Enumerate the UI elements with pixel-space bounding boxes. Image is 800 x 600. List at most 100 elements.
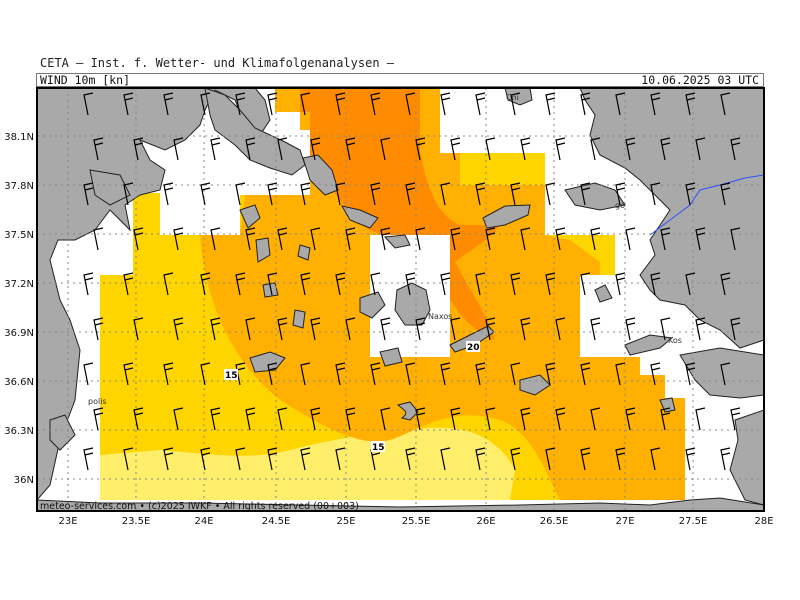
lon-tick-label: 28E xyxy=(754,516,773,527)
sifnos-island xyxy=(292,309,306,329)
wind-barb xyxy=(210,317,221,341)
wind-barb xyxy=(510,182,521,206)
wind-barb xyxy=(545,447,556,471)
wind-barb xyxy=(485,407,496,431)
wind-barb xyxy=(300,182,311,206)
wind-barb xyxy=(123,447,134,471)
wind-barb xyxy=(245,227,256,251)
wind-barb xyxy=(615,182,626,206)
wind-barb xyxy=(163,272,174,296)
wind-barb xyxy=(695,137,706,161)
place-label-go: go xyxy=(615,201,625,210)
naxos-island xyxy=(394,282,431,326)
wind-barb xyxy=(485,227,496,251)
national-border xyxy=(649,174,764,236)
wind-barb xyxy=(685,272,696,296)
wind-barb xyxy=(510,92,521,116)
wind-barb xyxy=(380,137,391,161)
wind-barb xyxy=(625,227,636,251)
wind-barb xyxy=(405,362,416,386)
wind-barb xyxy=(235,182,246,206)
wind-barb xyxy=(300,92,311,116)
wind-barb xyxy=(123,362,134,386)
wind-barb xyxy=(93,407,104,431)
wind-barb xyxy=(475,362,486,386)
wind-barb xyxy=(485,137,496,161)
wind-barb xyxy=(720,272,731,296)
wind-barb xyxy=(450,227,461,251)
wind-barb xyxy=(615,272,626,296)
wind-barb xyxy=(335,182,346,206)
lat-tick-label: 37.2N xyxy=(4,279,34,290)
wind-barb xyxy=(345,137,356,161)
mykonos-island xyxy=(383,234,411,249)
wind-barb xyxy=(267,182,278,206)
evia-island xyxy=(204,88,306,176)
wind-barb xyxy=(590,407,601,431)
map-frame xyxy=(36,87,765,512)
wind-barb xyxy=(277,317,288,341)
contour-label-20: 20 xyxy=(467,343,480,353)
rhodes-island xyxy=(729,409,764,506)
wind-barb xyxy=(615,362,626,386)
wind-barb xyxy=(440,182,451,206)
contour-label-15-south: 15 xyxy=(372,443,385,453)
header-title: CETA — Inst. f. Wetter- und Klimafolgena… xyxy=(40,56,395,70)
wind-barb xyxy=(200,92,211,116)
wind-barb xyxy=(615,447,626,471)
place-label-chios: Chi xyxy=(506,93,519,102)
ios-island xyxy=(379,347,403,367)
wind-barb xyxy=(650,272,661,296)
wind-barb xyxy=(83,447,94,471)
wind-barb xyxy=(555,137,566,161)
wind-barb xyxy=(450,137,461,161)
wind-barb xyxy=(555,317,566,341)
wind-barb xyxy=(83,272,94,296)
wind-barb xyxy=(123,92,134,116)
wind-barb xyxy=(730,317,741,341)
wind-barb xyxy=(520,137,531,161)
wind-barb xyxy=(520,317,531,341)
wind-barb xyxy=(200,447,211,471)
wind-barb xyxy=(310,317,321,341)
wind-barb xyxy=(235,92,246,116)
lon-tick-label: 23E xyxy=(58,516,77,527)
contour-label-15-west: 15 xyxy=(225,371,238,381)
lat-tick-label: 36.9N xyxy=(4,328,34,339)
wind-barb xyxy=(415,227,426,251)
wind-barb xyxy=(415,137,426,161)
wind-barb xyxy=(335,272,346,296)
wind-field-10-15 xyxy=(100,427,515,500)
wind-barb xyxy=(133,137,144,161)
wind-barb xyxy=(440,92,451,116)
ikaria-island xyxy=(482,204,531,229)
lat-tick-label: 37.8N xyxy=(4,181,34,192)
lat-tick-label: 36N xyxy=(14,475,34,486)
wind-barb xyxy=(510,447,521,471)
wind-barb xyxy=(450,317,461,341)
wind-barb xyxy=(580,92,591,116)
wind-barb xyxy=(173,137,184,161)
lon-tick-label: 24.5E xyxy=(262,516,291,527)
wind-barb xyxy=(245,137,256,161)
wind-barb xyxy=(660,317,671,341)
wind-barb xyxy=(625,407,636,431)
wind-barb xyxy=(235,272,246,296)
kos-island xyxy=(624,334,674,356)
wind-barb xyxy=(93,317,104,341)
wind-barb xyxy=(370,272,381,296)
wind-barb xyxy=(370,362,381,386)
wind-barb xyxy=(450,407,461,431)
wind-barb xyxy=(485,317,496,341)
wind-barb xyxy=(415,407,426,431)
wind-barb xyxy=(520,407,531,431)
wind-barb xyxy=(345,407,356,431)
wind-barb xyxy=(163,362,174,386)
longitude-axis: 23E 23.5E 24E 24.5E 25E 25.5E 26E 26.5E … xyxy=(58,516,773,527)
wind-barb xyxy=(173,407,184,431)
thira-island xyxy=(396,401,419,421)
wind-barb xyxy=(685,362,696,386)
wind-barb xyxy=(310,407,321,431)
wind-barb xyxy=(267,447,278,471)
wind-barb xyxy=(277,227,288,251)
